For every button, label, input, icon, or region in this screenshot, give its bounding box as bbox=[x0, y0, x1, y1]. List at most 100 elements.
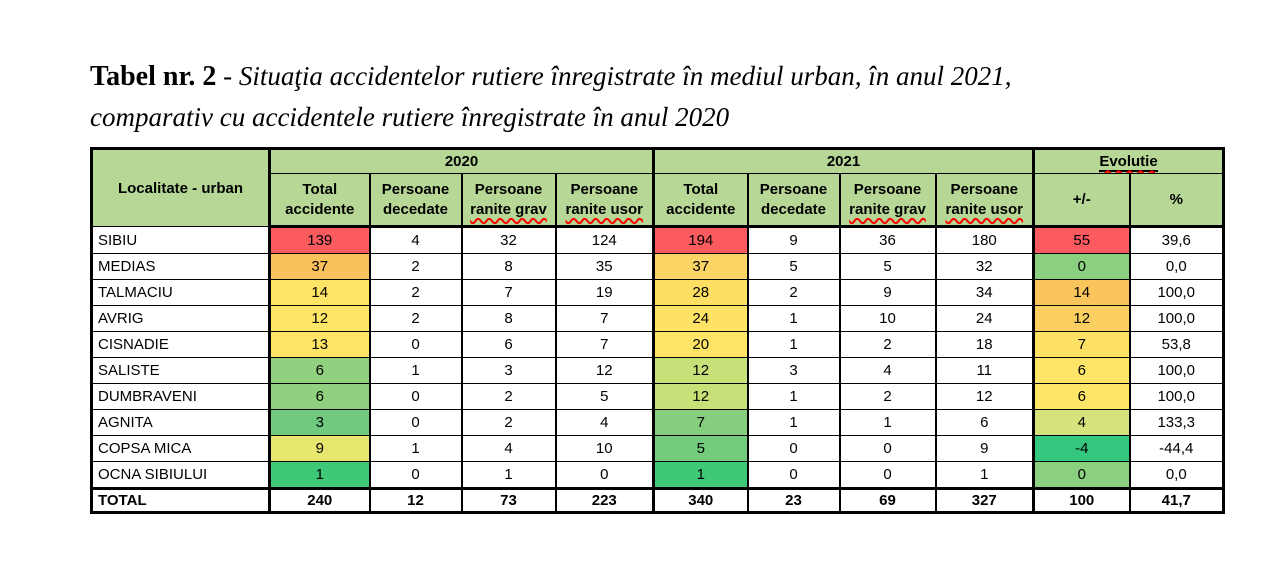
value-cell: 0 bbox=[368, 331, 463, 358]
value-cell: 14 bbox=[1032, 279, 1131, 306]
value-cell: 6 bbox=[1032, 383, 1131, 410]
value-cell: 7 bbox=[554, 305, 655, 332]
value-cell: 1 bbox=[746, 383, 841, 410]
value-cell: 12 bbox=[934, 383, 1035, 410]
value-cell: 3 bbox=[460, 357, 557, 384]
sub-header-row: Total accidente Persoane decedate Persoane… bbox=[92, 173, 1225, 228]
value-cell: 4 bbox=[460, 435, 557, 462]
value-cell: 12 bbox=[554, 357, 655, 384]
column-header-ranite-grav-2020: Persoane ranite grav bbox=[460, 173, 557, 228]
value-cell: 13 bbox=[268, 331, 371, 358]
column-header-ranite-usor-2020: Persoane ranite usor bbox=[554, 173, 655, 228]
value-cell: 55 bbox=[1032, 226, 1131, 254]
value-cell: 8 bbox=[460, 253, 557, 280]
column-header-percent: % bbox=[1128, 173, 1225, 228]
value-cell: 0 bbox=[1032, 461, 1131, 489]
value-cell: 133,3 bbox=[1128, 409, 1225, 436]
title-separator: - bbox=[216, 61, 239, 91]
value-cell: 11 bbox=[934, 357, 1035, 384]
value-cell: 9 bbox=[268, 435, 371, 462]
table-row: TALMACIU 14 2 7 19 28 2 9 34 14 100,0 bbox=[90, 279, 1225, 306]
value-cell: 24 bbox=[652, 305, 749, 332]
value-cell: 3 bbox=[746, 357, 841, 384]
total-value-cell: 340 bbox=[652, 487, 749, 513]
locality-cell: AVRIG bbox=[90, 305, 271, 332]
table-row: CISNADIE 13 0 6 7 20 1 2 18 7 53,8 bbox=[90, 331, 1225, 358]
value-cell: 12 bbox=[1032, 305, 1131, 332]
total-value-cell: 240 bbox=[268, 487, 371, 513]
locality-cell: SALISTE bbox=[90, 357, 271, 384]
value-cell: 100,0 bbox=[1128, 305, 1225, 332]
value-cell: 39,6 bbox=[1128, 226, 1225, 254]
value-cell: 2 bbox=[460, 383, 557, 410]
value-cell: 4 bbox=[368, 226, 463, 254]
value-cell: 0 bbox=[368, 383, 463, 410]
value-cell: 2 bbox=[838, 331, 937, 358]
value-cell: 10 bbox=[838, 305, 937, 332]
value-cell: -4 bbox=[1032, 435, 1131, 462]
total-value-cell: 69 bbox=[838, 487, 937, 513]
value-cell: 18 bbox=[934, 331, 1035, 358]
table-row: COPSA MICA 9 1 4 10 5 0 0 9 -4 -44,4 bbox=[90, 435, 1225, 462]
table-row: MEDIAS 37 2 8 35 37 5 5 32 0 0,0 bbox=[90, 253, 1225, 280]
value-cell: 37 bbox=[268, 253, 371, 280]
value-cell: 6 bbox=[1032, 357, 1131, 384]
value-cell: 4 bbox=[1032, 409, 1131, 436]
value-cell: 1 bbox=[746, 409, 841, 436]
column-header-decedate-2021: Persoane decedate bbox=[746, 173, 841, 228]
value-cell: 19 bbox=[554, 279, 655, 306]
value-cell: 9 bbox=[746, 226, 841, 254]
value-cell: 1 bbox=[652, 461, 749, 489]
value-cell: 3 bbox=[268, 409, 371, 436]
value-cell: 7 bbox=[460, 279, 557, 306]
locality-cell: CISNADIE bbox=[90, 331, 271, 358]
total-label-cell: TOTAL bbox=[90, 487, 271, 513]
column-header-plus-minus: +/- bbox=[1032, 173, 1131, 228]
value-cell: -44,4 bbox=[1128, 435, 1225, 462]
page-title: Tabel nr. 2 - Situaţia accidentelor ruti… bbox=[90, 56, 1230, 137]
value-cell: 32 bbox=[934, 253, 1035, 280]
value-cell: 2 bbox=[460, 409, 557, 436]
title-text-1: Situaţia accidentelor rutiere înregistra… bbox=[238, 61, 1012, 91]
value-cell: 2 bbox=[368, 305, 463, 332]
value-cell: 12 bbox=[652, 383, 749, 410]
column-header-total-2020: Total accidente bbox=[268, 173, 371, 228]
value-cell: 0 bbox=[554, 461, 655, 489]
value-cell: 1 bbox=[268, 461, 371, 489]
title-label: Tabel nr. 2 bbox=[90, 61, 217, 92]
value-cell: 5 bbox=[746, 253, 841, 280]
table-row: SALISTE 6 1 3 12 12 3 4 11 6 100,0 bbox=[90, 357, 1225, 384]
column-group-evolutie-label: Evolutie bbox=[1099, 153, 1158, 172]
column-header-ranite-grav-2021: Persoane ranite grav bbox=[838, 173, 937, 228]
locality-cell: AGNITA bbox=[90, 409, 271, 436]
value-cell: 36 bbox=[838, 226, 937, 254]
table-row: OCNA SIBIULUI 1 0 1 0 1 0 0 1 0 0,0 bbox=[90, 461, 1225, 489]
total-value-cell: 41,7 bbox=[1128, 487, 1225, 513]
value-cell: 100,0 bbox=[1128, 357, 1225, 384]
value-cell: 5 bbox=[652, 435, 749, 462]
value-cell: 100,0 bbox=[1128, 383, 1225, 410]
value-cell: 37 bbox=[652, 253, 749, 280]
locality-cell: DUMBRAVENI bbox=[90, 383, 271, 410]
value-cell: 4 bbox=[554, 409, 655, 436]
locality-cell: OCNA SIBIULUI bbox=[90, 461, 271, 489]
title-text-2: comparativ cu accidentele rutiere înregi… bbox=[90, 102, 730, 132]
value-cell: 0,0 bbox=[1128, 461, 1225, 489]
total-value-cell: 100 bbox=[1032, 487, 1131, 513]
value-cell: 6 bbox=[460, 331, 557, 358]
value-cell: 2 bbox=[746, 279, 841, 306]
value-cell: 1 bbox=[460, 461, 557, 489]
total-value-cell: 12 bbox=[368, 487, 463, 513]
value-cell: 1 bbox=[934, 461, 1035, 489]
column-group-2020: 2020 bbox=[268, 148, 655, 174]
value-cell: 0 bbox=[368, 461, 463, 489]
value-cell: 12 bbox=[652, 357, 749, 384]
value-cell: 1 bbox=[838, 409, 937, 436]
value-cell: 32 bbox=[460, 226, 557, 254]
value-cell: 0,0 bbox=[1128, 253, 1225, 280]
value-cell: 124 bbox=[554, 226, 655, 254]
value-cell: 7 bbox=[554, 331, 655, 358]
value-cell: 180 bbox=[934, 226, 1035, 254]
value-cell: 20 bbox=[652, 331, 749, 358]
